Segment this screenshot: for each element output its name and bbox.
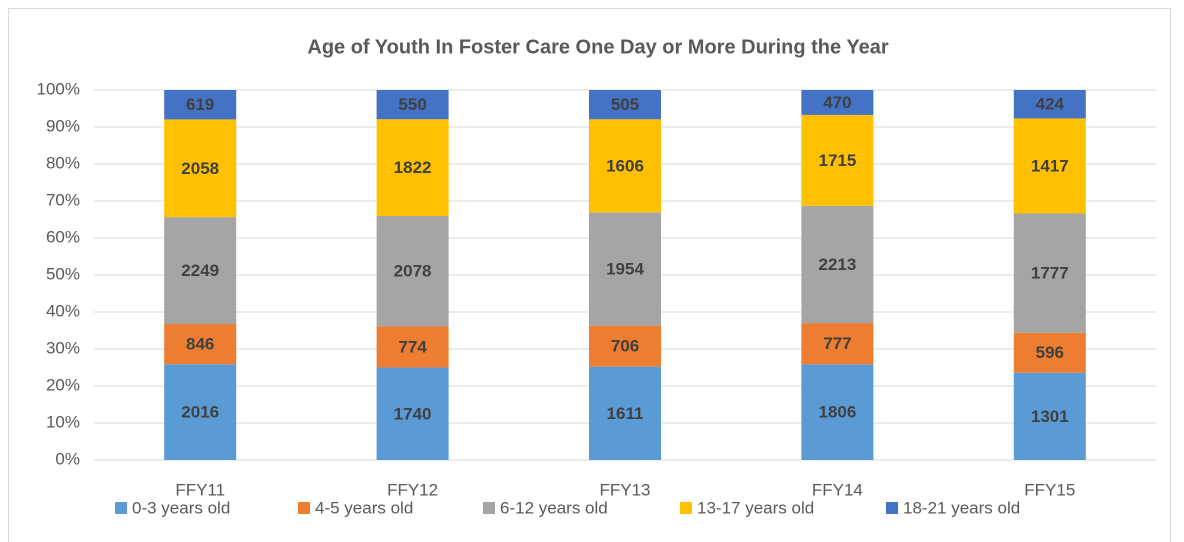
data-label: 774 [398,337,427,356]
y-tick-label: 0% [55,449,80,468]
data-label: 1777 [1031,264,1069,283]
bar-segment [589,366,661,460]
y-tick-label: 60% [46,227,80,246]
data-label: 1301 [1031,407,1069,426]
bar-segment [376,216,449,327]
bar-segment [164,324,237,365]
bar-segment [376,367,449,460]
bar-segment [376,326,449,368]
legend-swatch [886,502,898,514]
bar-segment [801,90,874,115]
data-label: 1417 [1031,156,1069,175]
bar-segment [589,212,661,326]
bar-segment [589,90,661,120]
bar-segment [376,119,449,217]
data-label: 619 [186,95,214,114]
data-label: 1954 [606,260,644,279]
y-tick-label: 80% [46,153,80,172]
x-tick-label: FFY14 [812,480,863,499]
legend-label: 18-21 years old [903,498,1020,517]
x-tick-label: FFY12 [387,480,438,499]
legend-label: 4-5 years old [315,498,413,517]
data-label: 550 [398,95,426,114]
y-tick-label: 40% [46,301,80,320]
data-label: 2016 [181,403,219,422]
data-label: 596 [1036,343,1064,362]
legend-label: 13-17 years old [697,498,814,517]
data-label: 2213 [818,255,856,274]
y-tick-label: 90% [46,116,80,135]
data-label: 1611 [607,404,644,423]
x-tick-label: FFY15 [1024,480,1075,499]
bar-segment [801,364,874,460]
bar-segment [589,325,661,367]
legend-label: 0-3 years old [132,498,230,517]
data-label: 1606 [606,156,644,175]
chart-title: Age of Youth In Foster Care One Day or M… [307,36,888,58]
y-tick-label: 30% [46,338,80,357]
legend-swatch [298,502,310,514]
data-label: 1740 [394,404,432,423]
x-tick-label: FFY11 [175,480,225,499]
data-label: 846 [186,335,214,354]
data-label: 2249 [181,261,219,280]
data-label: 2058 [181,159,219,178]
data-label: 2078 [394,262,432,281]
bar-segment [589,119,661,213]
bar-segment [801,205,874,324]
y-tick-label: 100% [37,79,80,98]
data-label: 424 [1036,95,1065,114]
legend-label: 6-12 years old [500,498,608,517]
legend-swatch [483,502,495,514]
bar-segment [1013,118,1086,214]
data-label: 505 [611,95,639,114]
data-label: 706 [611,337,639,356]
bar-segment [164,90,237,120]
data-label: 777 [823,334,851,353]
bar-segment [164,364,237,460]
bar-segment [164,217,237,325]
x-tick-label: FFY13 [599,480,650,499]
y-tick-label: 70% [46,190,80,209]
data-label: 1806 [818,403,856,422]
data-label: 470 [823,93,851,112]
bar-segment [1013,372,1086,460]
data-label: 1822 [394,158,432,177]
y-tick-label: 20% [46,375,80,394]
bar-segment [1013,332,1086,373]
bar-segment [1013,90,1086,119]
legend-swatch [115,502,127,514]
bar-segment [801,114,874,206]
bar-segment [1013,213,1086,333]
legend-swatch [680,502,692,514]
y-tick-label: 50% [46,264,80,283]
bar-segment [376,90,449,120]
data-label: 1715 [818,151,856,170]
y-tick-label: 10% [46,412,80,431]
bar-segment [164,119,237,218]
bar-segment [801,323,874,365]
